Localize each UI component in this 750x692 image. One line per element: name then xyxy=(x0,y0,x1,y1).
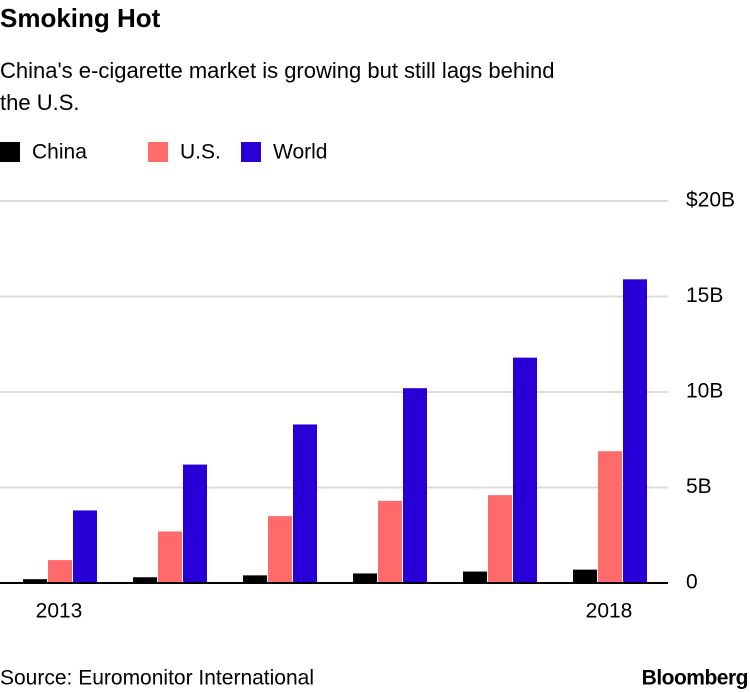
bar xyxy=(403,388,427,583)
bar xyxy=(133,577,157,583)
y-tick-label: 0 xyxy=(686,571,698,594)
bar xyxy=(463,571,487,583)
legend-label: World xyxy=(273,141,327,164)
legend-swatch xyxy=(0,142,20,162)
bar xyxy=(268,516,292,583)
bar xyxy=(293,424,317,583)
x-tick-label: 2018 xyxy=(586,600,633,623)
bar xyxy=(23,579,47,583)
bar xyxy=(378,500,402,583)
bar xyxy=(243,575,267,583)
chart-title: Smoking Hot xyxy=(0,3,161,33)
bar xyxy=(158,531,182,583)
y-tick-label: 10B xyxy=(686,380,723,403)
legend-label: U.S. xyxy=(180,141,221,164)
bar xyxy=(598,451,622,583)
bar xyxy=(73,510,97,583)
y-tick-label: 5B xyxy=(686,475,712,498)
brand: Bloomberg xyxy=(642,667,748,690)
bar xyxy=(48,560,72,583)
y-tick-label: 15B xyxy=(686,284,723,307)
bar xyxy=(488,495,512,583)
bar xyxy=(183,464,207,583)
bar xyxy=(513,357,537,583)
chart-subtitle: the U.S. xyxy=(0,90,79,115)
legend-swatch xyxy=(148,142,168,162)
legend-label: China xyxy=(32,141,87,164)
x-tick-label: 2013 xyxy=(36,600,83,623)
y-tick-label: $20B xyxy=(686,189,735,212)
chart-subtitle: China's e-cigarette market is growing bu… xyxy=(0,58,554,83)
bar xyxy=(623,279,647,583)
bar xyxy=(353,573,377,583)
bar xyxy=(573,569,597,583)
source: Source: Euromonitor International xyxy=(0,667,314,690)
legend-swatch xyxy=(241,142,261,162)
